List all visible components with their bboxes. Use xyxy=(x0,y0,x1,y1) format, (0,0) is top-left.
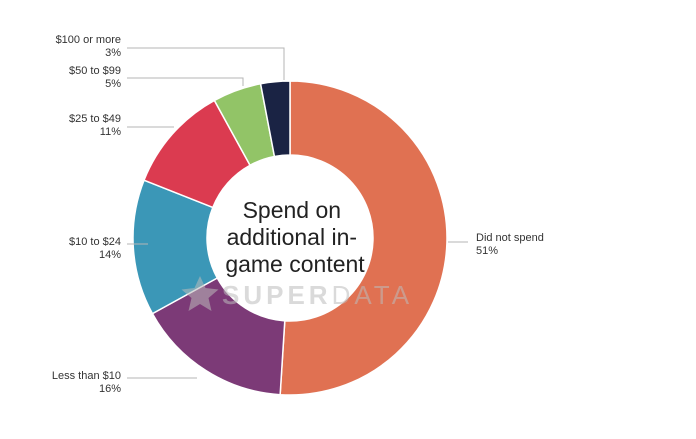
slice-label-value: 11% xyxy=(100,126,121,138)
slice-label-name: Did not spend xyxy=(476,232,544,244)
slice-less-than-10 xyxy=(151,276,286,396)
slice-label: $10 to $24 14% xyxy=(69,236,121,261)
slice-label: $100 or more 3% xyxy=(56,34,122,59)
slice-label-value: 16% xyxy=(99,383,121,395)
slice-100-or-more xyxy=(259,80,291,158)
watermark-bold: SUPER xyxy=(222,280,332,310)
slice-labels: Did not spend 51% Less than $10 16% $10 to $… xyxy=(52,34,544,395)
slice-label-name: $100 or more xyxy=(56,34,121,46)
slice-did-not-spend xyxy=(279,80,448,396)
slice-label-name: $50 to $99 xyxy=(69,65,121,77)
slice-label-name: Less than $10 xyxy=(52,370,121,382)
chart-title-line-1: Spend on xyxy=(243,197,341,223)
slice-label-value: 14% xyxy=(99,249,121,261)
slice-label: $25 to $49 11% xyxy=(69,113,121,138)
watermark-light: DATA xyxy=(332,280,413,310)
chart-title-line-2: additional in- xyxy=(227,224,357,250)
star-icon xyxy=(181,276,219,311)
slice-label-name: $10 to $24 xyxy=(69,236,121,248)
leader-lines xyxy=(127,47,468,379)
leader-line xyxy=(127,77,244,86)
chart-title-line-3: game content xyxy=(225,251,365,277)
slice-label-value: 3% xyxy=(105,47,121,59)
slice-label: Did not spend 51% xyxy=(476,232,544,257)
slice-label: $50 to $99 5% xyxy=(69,65,121,90)
chart-title: Spend on additional in- game content xyxy=(225,197,365,277)
slice-label-value: 5% xyxy=(105,78,121,90)
slice-label-value: 51% xyxy=(476,245,498,257)
watermark: SUPERDATA xyxy=(181,276,413,311)
watermark-text: SUPERDATA xyxy=(222,280,413,310)
leader-line xyxy=(127,47,285,80)
slices-layer xyxy=(132,80,448,396)
slice-label-name: $25 to $49 xyxy=(69,113,121,125)
slice-label: Less than $10 16% xyxy=(52,370,121,395)
